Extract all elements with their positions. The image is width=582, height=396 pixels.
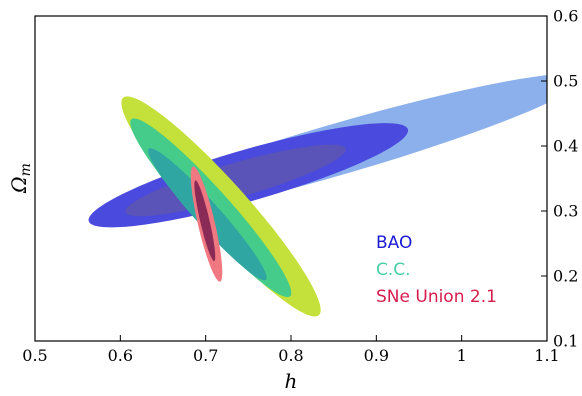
legend-entry-2: SNe Union 2.1 bbox=[376, 287, 497, 307]
x-tick-label: 0.6 bbox=[108, 346, 133, 365]
y-tick-label: 0.5 bbox=[553, 72, 578, 91]
x-axis: 0.5 0.6 0.7 0.8 0.9 1 1.1 bbox=[22, 335, 560, 365]
legend: BAO C.C. SNe Union 2.1 bbox=[376, 233, 497, 307]
y-tick-label: 0.6 bbox=[553, 7, 578, 26]
x-tick-label: 1 bbox=[457, 346, 467, 365]
x-tick-label: 0.5 bbox=[22, 346, 47, 365]
x-tick-label: 0.9 bbox=[364, 346, 389, 365]
y-tick-label: 0.3 bbox=[553, 202, 578, 221]
y-axis-label-main: Ω bbox=[7, 176, 31, 194]
contour-layer bbox=[88, 75, 547, 317]
legend-entry-0: BAO bbox=[376, 233, 412, 253]
y-tick-label: 0.2 bbox=[553, 267, 578, 286]
y-axis-label: Ωm bbox=[7, 163, 34, 194]
x-tick-label: 1.1 bbox=[534, 346, 559, 365]
x-tick-label: 0.7 bbox=[193, 346, 218, 365]
y-axis: 0.1 0.2 0.3 0.4 0.5 0.6 bbox=[541, 7, 578, 351]
y-axis-label-sub: m bbox=[18, 163, 34, 176]
y-tick-label: 0.4 bbox=[553, 137, 578, 156]
x-tick-label: 0.8 bbox=[278, 346, 303, 365]
legend-entry-1: C.C. bbox=[376, 260, 411, 280]
x-axis-label: h bbox=[285, 369, 298, 392]
contour-2-1sigma bbox=[194, 180, 216, 262]
y-tick-label: 0.1 bbox=[553, 332, 578, 351]
